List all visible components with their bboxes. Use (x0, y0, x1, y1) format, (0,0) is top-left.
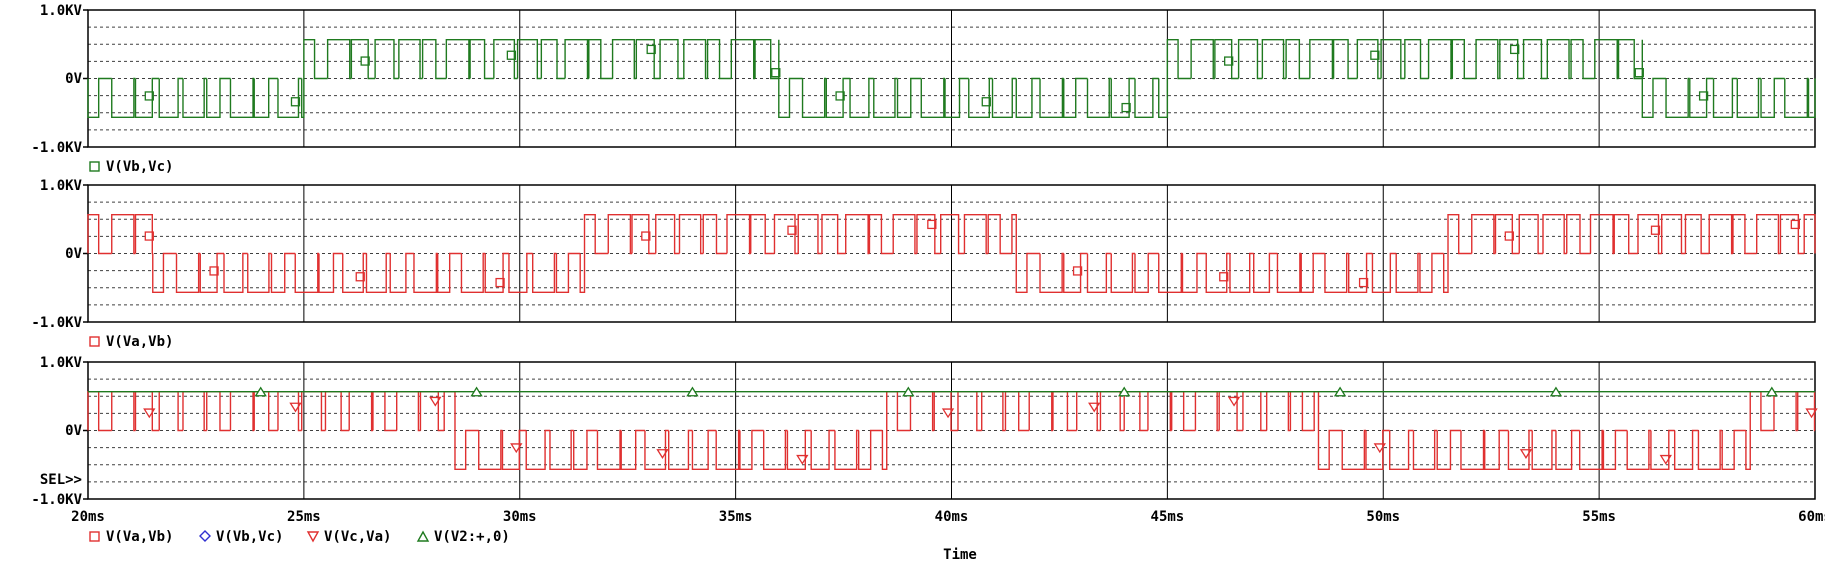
series-line (87, 39, 1816, 118)
plot-1-legend-label: V(Vb,Vc) (106, 159, 173, 175)
plot-grid (83, 184, 1815, 323)
plot-2-legend-label: V(Va,Vb) (106, 334, 173, 350)
plot-3-legend[interactable]: V(Va,Vb) V(Vb,Vc) V(Vc,Va) V(V2:+,0) (89, 529, 510, 545)
xtick-label: 45ms (1151, 509, 1185, 525)
series-marker (1765, 386, 1778, 397)
series-line (87, 214, 1816, 293)
legend-square-marker (89, 336, 100, 347)
series-marker (1121, 102, 1131, 113)
series-marker (787, 225, 797, 235)
series-marker (1698, 91, 1709, 101)
series-marker (1333, 386, 1347, 397)
sel-marker[interactable]: SEL>> (40, 472, 82, 488)
legend-triangle-up-marker (416, 530, 430, 542)
plot-2-legend[interactable]: V(Va,Vb) (89, 334, 173, 350)
xtick-label: 35ms (719, 509, 753, 525)
series-marker (927, 219, 937, 230)
x-axis-ticks: 20ms 25ms 30ms 35ms 40ms 45ms 50ms 55ms … (71, 509, 1825, 525)
series-marker (144, 231, 154, 241)
series-marker (771, 68, 781, 78)
plot-2: 1.0KV 0V -1.0KV V(Va,Vb) (31, 178, 1816, 350)
series-v-v2-0- (88, 386, 1815, 397)
plot-1-ytick-zero: 0V (65, 71, 82, 87)
series-marker (506, 50, 517, 60)
series-marker (641, 231, 651, 241)
series-marker (1072, 266, 1083, 276)
legend-label-vab: V(Va,Vb) (106, 529, 173, 545)
series-marker (209, 266, 219, 276)
legend-diamond-marker (199, 530, 211, 542)
plot-2-ytick-top: 1.0KV (40, 178, 83, 194)
xtick-label: 30ms (503, 509, 537, 525)
xtick-label: 60ms (1798, 509, 1825, 525)
plot-3-ytick-bottom: -1.0KV (31, 492, 82, 508)
series-marker (1790, 219, 1800, 230)
series-marker (495, 277, 505, 288)
plot-3-ytick-zero: 0V (65, 423, 82, 439)
legend-square-marker (89, 161, 100, 172)
series-marker (1634, 68, 1644, 78)
xtick-label: 55ms (1582, 509, 1616, 525)
series-marker (835, 91, 845, 101)
xtick-label: 20ms (71, 509, 105, 525)
legend-label-vca: V(Vc,Va) (324, 529, 391, 545)
series-marker (355, 272, 365, 282)
series-marker (981, 97, 991, 107)
plot-1-ytick-bottom: -1.0KV (31, 140, 82, 156)
series-marker (254, 386, 267, 397)
plot-3-ytick-top: 1.0KV (40, 355, 83, 371)
series-marker (290, 97, 301, 107)
legend-square-marker (89, 531, 100, 542)
plot-2-ytick-zero: 0V (65, 246, 82, 262)
series-marker (360, 56, 370, 66)
plot-2-ytick-bottom: -1.0KV (31, 315, 82, 331)
legend-label-vbc: V(Vb,Vc) (216, 529, 283, 545)
plot-1-ytick-top: 1.0KV (40, 3, 83, 19)
series-marker (646, 44, 656, 55)
series-marker (470, 386, 483, 397)
series-marker (1549, 386, 1563, 397)
series-marker (1370, 50, 1380, 60)
series-marker (686, 386, 699, 397)
series-marker (1504, 231, 1514, 241)
plot-3: 1.0KV 0V -1.0KV SEL>> (31, 355, 1816, 508)
series-v-vb-vc- (87, 39, 1816, 118)
xtick-label: 25ms (287, 509, 321, 525)
series-marker (1118, 386, 1131, 397)
series-v-va-vb- (87, 214, 1816, 293)
series-marker (1358, 277, 1369, 288)
series-marker (1224, 56, 1234, 66)
legend-label-v2: V(V2:+,0) (434, 529, 510, 545)
series-marker (144, 91, 154, 101)
series-marker (1510, 44, 1520, 55)
plot-1-legend[interactable]: V(Vb,Vc) (89, 159, 173, 175)
xtick-label: 50ms (1366, 509, 1400, 525)
legend-triangle-down-marker (306, 531, 320, 543)
xtick-label: 40ms (935, 509, 969, 525)
x-axis-title: Time (943, 547, 977, 563)
series-marker (1650, 225, 1661, 235)
series-marker (902, 386, 915, 397)
series-marker (1219, 272, 1229, 282)
